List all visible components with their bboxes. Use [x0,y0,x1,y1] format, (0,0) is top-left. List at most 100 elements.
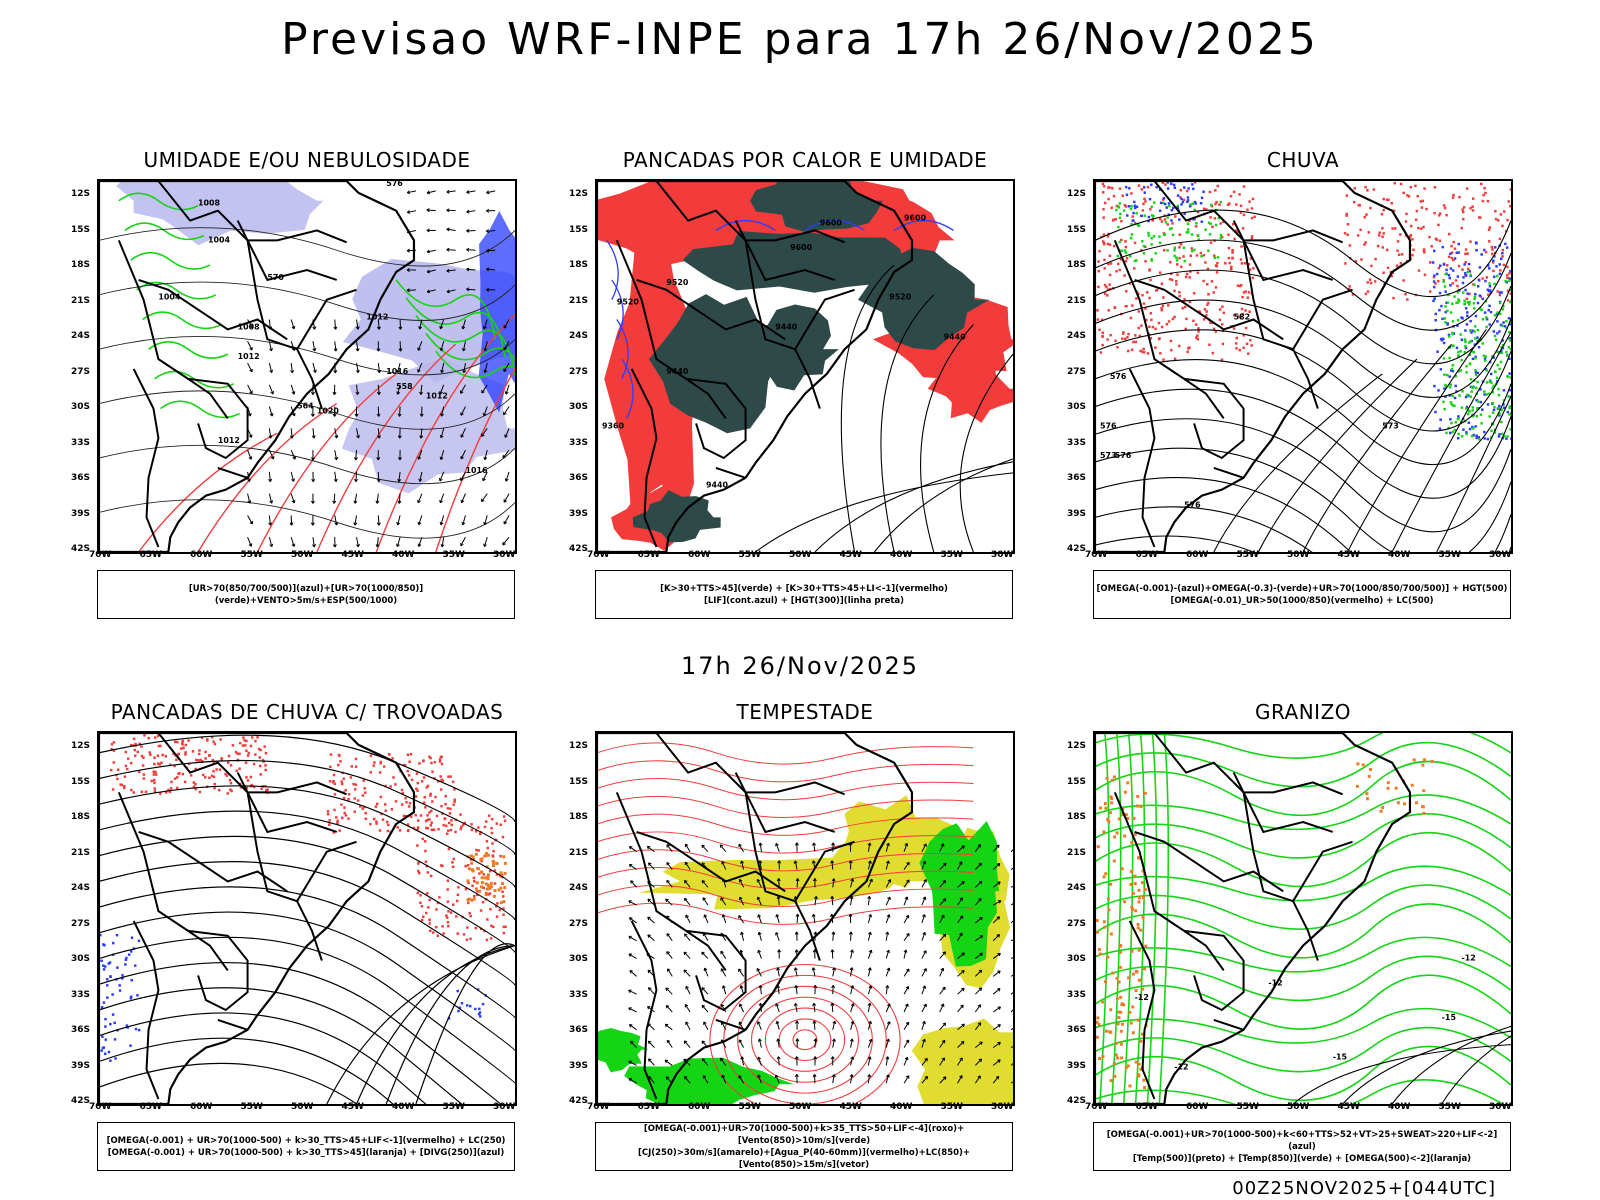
wind-arrow [939,933,947,942]
wind-arrow [776,914,780,924]
field-speckle [1492,330,1496,333]
wind-arrow-head [376,457,381,461]
state-border [1232,220,1334,282]
wind-arrow [775,843,780,852]
field-speckle [1467,262,1471,266]
field-speckle [1202,254,1206,257]
wind-arrow [1010,849,1013,853]
wind-arrow-head [683,951,687,956]
field-speckle [1508,277,1511,280]
wind-arrow-head [720,1003,725,1008]
field-speckle [1404,292,1407,296]
field-speckle [1140,214,1144,218]
lat-tick-label: 27S [71,366,91,377]
field-speckle [153,787,156,790]
field-speckle [1450,251,1454,254]
panel-legend: [OMEGA(-0.001)-(azul)+OMEGA(-0.3)-(verde… [1093,570,1511,619]
wind-arrow-head [376,348,381,352]
wind-arrow-head [942,1076,947,1080]
field-speckle [1235,347,1238,350]
field-speckle [1356,762,1360,766]
wind-arrow-head [961,1023,965,1028]
field-speckle [1450,421,1453,425]
wind-arrow-head [248,456,253,460]
field-speckle [1173,357,1177,361]
field-speckle [1187,187,1190,190]
field-speckle [1484,191,1487,195]
field-speckle [1442,337,1445,341]
wind-arrow-head [905,1021,910,1026]
field-speckle [261,759,265,762]
shaded-area [341,358,515,494]
wind-arrow-head [647,916,651,921]
field-speckle [1486,288,1490,292]
temp500-contour [1391,1025,1511,1104]
field-speckle [1120,1022,1124,1026]
wind-arrow [921,861,926,870]
field-speckle [1119,950,1123,954]
field-speckle [249,775,253,779]
field-speckle [129,1044,132,1047]
field-speckle [1507,345,1511,349]
contour-label: 9600 [790,243,813,252]
state-border [1184,929,1245,1012]
field-speckle [1196,334,1199,337]
field-speckle [1479,400,1483,404]
field-speckle [1434,282,1437,285]
wind-arrow-head [628,917,633,921]
field-speckle [376,802,379,806]
field-speckle [1484,279,1487,283]
field-speckle [1136,804,1139,808]
lat-tick-label: 33S [71,989,91,1000]
field-speckle [1477,279,1481,282]
field-speckle [1482,193,1485,197]
field-speckle [1465,365,1468,368]
field-speckle [130,743,133,747]
field-speckle [1169,261,1172,264]
field-speckle [1125,193,1129,197]
field-speckle [1197,238,1200,241]
wind-arrow-head [665,898,669,903]
field-speckle [1443,407,1446,411]
field-speckle [1472,351,1476,354]
field-speckle [153,762,156,766]
wind-arrow-head [504,434,508,438]
field-speckle [203,776,207,779]
field-speckle [1376,244,1380,248]
field-speckle [1365,797,1369,801]
field-speckle [249,744,253,748]
field-speckle [1476,301,1480,305]
wind-arrow [921,1003,927,1013]
wind-arrow [831,1003,834,1013]
wind-arrow-head [850,985,855,989]
field-speckle [1444,305,1447,308]
wind-arrow-head [794,842,799,846]
field-speckle [444,824,448,828]
wind-arrow [992,970,1001,977]
field-speckle [1500,346,1503,349]
field-speckle [1442,204,1446,207]
field-speckle [1142,244,1146,248]
field-speckle [106,996,109,999]
field-speckle [147,736,150,740]
field-speckle [1485,276,1489,279]
field-speckle [120,977,124,980]
wind-arrow [903,1003,909,1013]
field-speckle [391,757,394,760]
wind-arrow [813,1020,816,1030]
field-speckle [387,823,390,827]
field-speckle [1227,256,1231,260]
wind-arrow-head [247,478,251,482]
field-speckle [1113,1074,1117,1078]
field-speckle [1501,224,1504,228]
field-speckle [148,751,151,754]
field-speckle [390,807,394,811]
wind-arrow [334,450,338,460]
lon-tick-label: 55W [1236,1102,1259,1112]
field-speckle [442,823,445,827]
panel-title: GRANIZO [1254,700,1352,724]
contour-label: 9520 [666,278,689,287]
wind-arrow-head [832,1038,836,1042]
field-speckle [1213,256,1217,260]
field-speckle [1162,248,1166,252]
